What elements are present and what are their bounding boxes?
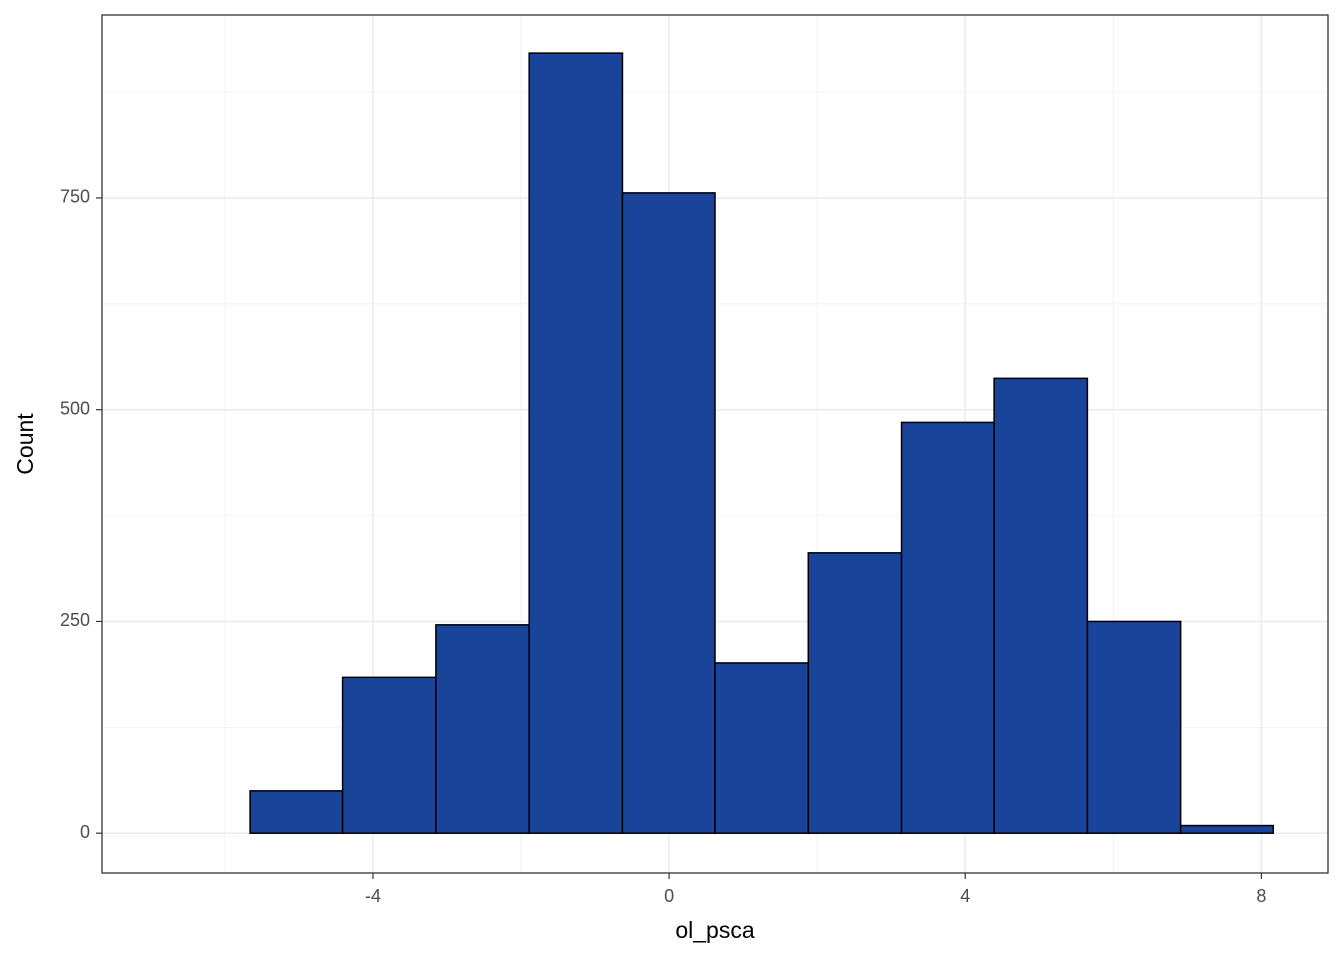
bar [1086, 620, 1182, 834]
bar [341, 676, 437, 834]
bar [621, 192, 716, 834]
bar [900, 421, 995, 834]
y-tick-label: 500 [60, 398, 90, 418]
bar [993, 377, 1089, 834]
bar [435, 624, 530, 834]
x-tick-label: 0 [664, 886, 674, 906]
y-tick-label: 750 [60, 187, 90, 207]
x-tick-label: 8 [1256, 886, 1266, 906]
x-tick-label: -4 [365, 886, 381, 906]
y-tick-label: 250 [60, 610, 90, 630]
bar [249, 790, 344, 834]
x-tick-label: 4 [960, 886, 970, 906]
y-tick-label: 0 [80, 822, 90, 842]
x-axis-title: ol_psca [675, 917, 754, 943]
panel-border [101, 14, 1329, 874]
bar [714, 662, 810, 834]
bar [528, 52, 624, 834]
y-axis-title: Count [12, 413, 38, 475]
bar [807, 552, 903, 834]
bar [1179, 824, 1274, 834]
